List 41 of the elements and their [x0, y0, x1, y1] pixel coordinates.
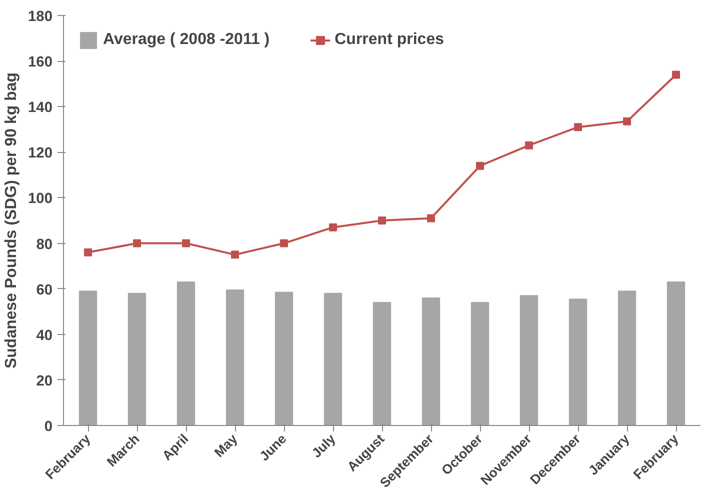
- x-tick-label: July: [308, 430, 339, 461]
- bar: [372, 302, 392, 426]
- legend-label: Current prices: [334, 31, 444, 49]
- bar: [470, 302, 490, 426]
- y-tick-label: 0: [44, 419, 53, 435]
- bar: [618, 290, 636, 426]
- bar: [128, 292, 146, 426]
- bar: [520, 295, 538, 426]
- point: [672, 70, 680, 79]
- y-tick-label: 20: [36, 373, 53, 390]
- point: [231, 250, 239, 259]
- bar: [666, 282, 686, 426]
- y-tick-label: 40: [36, 328, 53, 344]
- y-tick-label: 120: [28, 146, 53, 162]
- y-tick-label: 100: [28, 191, 53, 208]
- y-axis-title: Sudanese Pounds (SDG) per 90 kg bag: [3, 72, 20, 369]
- bar: [422, 297, 440, 426]
- legend-label: Average ( 2008 -2011 ): [103, 31, 270, 49]
- point: [280, 239, 288, 248]
- point: [574, 123, 582, 132]
- bar: [78, 290, 98, 426]
- bar: [274, 292, 294, 426]
- point: [623, 117, 631, 126]
- bar: [324, 292, 342, 426]
- point: [525, 141, 533, 150]
- point: [182, 239, 190, 248]
- point: [476, 162, 484, 170]
- y-tick-label: 140: [28, 100, 53, 116]
- point: [378, 216, 386, 224]
- point: [329, 223, 337, 232]
- y-tick-label: 160: [28, 54, 53, 71]
- y-tick-label: 80: [36, 236, 53, 253]
- x-tick-label: May: [211, 430, 241, 460]
- point: [133, 239, 141, 248]
- point: [427, 214, 435, 222]
- y-tick-label: 180: [28, 9, 53, 25]
- y-tick-label: 60: [36, 282, 53, 298]
- point: [84, 248, 92, 256]
- bar: [568, 298, 588, 426]
- bar: [226, 289, 244, 426]
- bar: [176, 282, 196, 426]
